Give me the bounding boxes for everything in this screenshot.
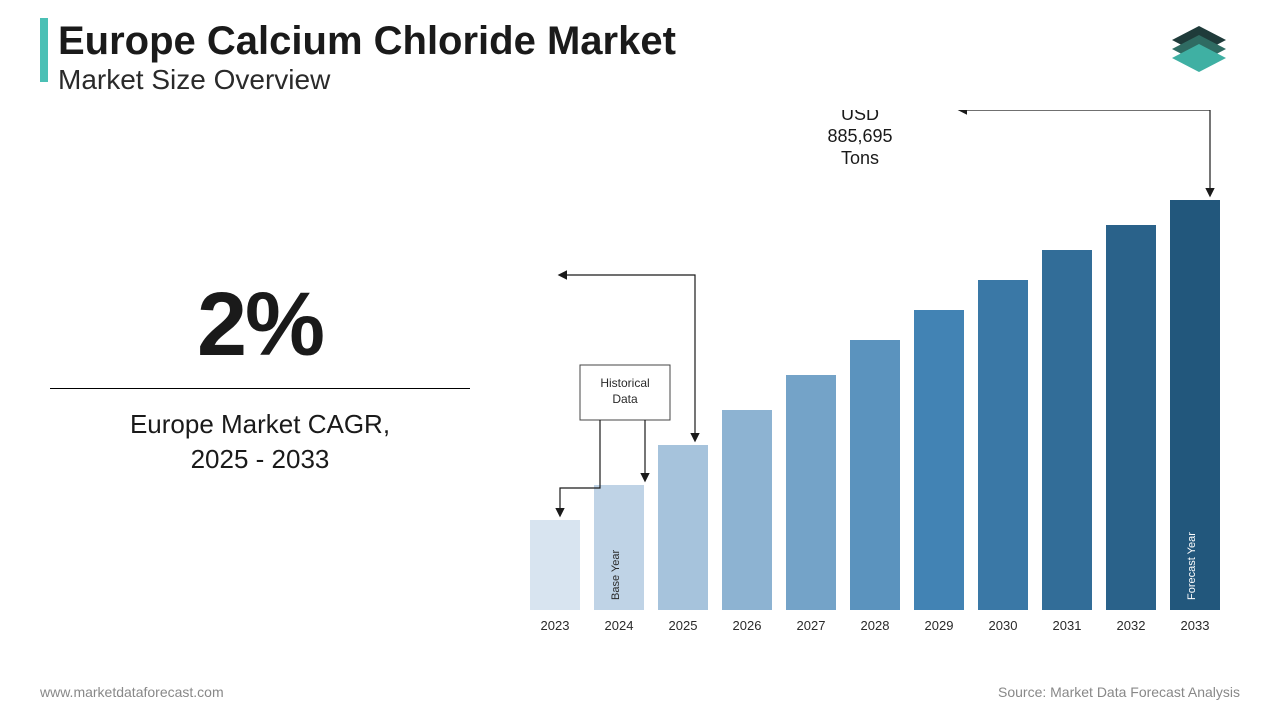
footer-source: Source: Market Data Forecast Analysis <box>998 684 1240 700</box>
slide-root: Europe Calcium Chloride Market Market Si… <box>0 0 1280 720</box>
x-axis-label: 2028 <box>861 618 890 633</box>
page-title: Europe Calcium Chloride Market <box>58 20 1240 62</box>
historical-data-label: Data <box>612 392 638 406</box>
page-subtitle: Market Size Overview <box>58 64 1240 96</box>
cagr-percentage: 2% <box>40 280 480 370</box>
cagr-panel: 2% Europe Market CAGR, 2025 - 2033 <box>40 280 480 477</box>
bar <box>914 310 964 610</box>
callout-arrow <box>960 110 1210 195</box>
bar <box>978 280 1028 610</box>
bar <box>1106 225 1156 610</box>
x-axis-label: 2027 <box>797 618 826 633</box>
bar <box>786 375 836 610</box>
x-axis-label: 2029 <box>925 618 954 633</box>
x-axis-label: 2030 <box>989 618 1018 633</box>
bar-annotation: Forecast Year <box>1186 532 1198 600</box>
bar <box>1042 250 1092 610</box>
footer-url: www.marketdataforecast.com <box>40 684 224 700</box>
x-axis-label: 2031 <box>1053 618 1082 633</box>
bar <box>530 520 580 610</box>
cagr-divider <box>50 388 470 389</box>
x-axis-label: 2025 <box>669 618 698 633</box>
x-axis-label: 2024 <box>605 618 634 633</box>
x-axis-label: 2032 <box>1117 618 1146 633</box>
title-block: Europe Calcium Chloride Market Market Si… <box>40 20 1240 96</box>
bar <box>722 410 772 610</box>
x-axis-label: 2023 <box>541 618 570 633</box>
x-axis-label: 2033 <box>1181 618 1210 633</box>
brand-logo <box>1164 26 1234 86</box>
callout-value-2033: Tons <box>841 148 879 168</box>
historical-data-label: Historical <box>600 376 649 390</box>
callout-value-2033: 885,695 <box>827 126 892 146</box>
bar <box>850 340 900 610</box>
callout-value-2033: USD <box>841 110 879 124</box>
bar-annotation: Base Year <box>610 550 622 600</box>
x-axis-label: 2026 <box>733 618 762 633</box>
bar <box>658 445 708 610</box>
bar-chart: 2023 2024 2025 2026 2027 2028 2029 2030 2031 2032… <box>520 110 1240 650</box>
cagr-label: Europe Market CAGR, 2025 - 2033 <box>40 407 480 477</box>
cagr-label-line1: Europe Market CAGR, <box>130 409 390 439</box>
cagr-label-line2: 2025 - 2033 <box>191 444 330 474</box>
